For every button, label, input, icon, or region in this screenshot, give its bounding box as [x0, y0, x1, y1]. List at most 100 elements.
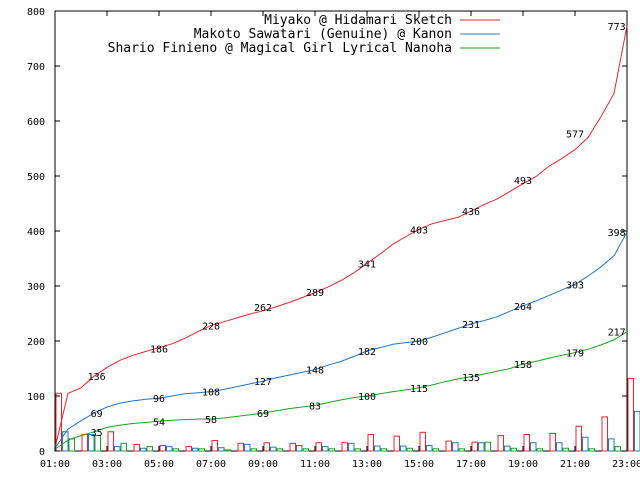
y-tick-label: 400: [27, 227, 45, 238]
hourly-bar: [224, 449, 231, 452]
hourly-bar: [68, 438, 75, 452]
hourly-bar: [146, 446, 153, 452]
data-label: 398: [608, 228, 626, 239]
x-tick-label: 11:00: [300, 459, 330, 470]
data-label: 217: [608, 328, 626, 339]
y-axis: 0 100 200 300 400 500 600 700 800: [27, 7, 627, 458]
hourly-bar: [530, 442, 537, 452]
series-line: [54, 231, 628, 449]
x-tick-label: 01:00: [40, 459, 70, 470]
hourly-bar: [315, 442, 322, 452]
hourly-bar: [270, 446, 277, 452]
hourly-bar: [406, 447, 413, 452]
hourly-bar: [107, 431, 114, 452]
data-label: 182: [358, 347, 376, 358]
data-label: 436: [462, 207, 480, 218]
series-line: [54, 331, 628, 450]
hourly-bar: [185, 446, 192, 452]
x-tick-label: 09:00: [248, 459, 278, 470]
hourly-bar: [458, 448, 465, 452]
hourly-bar: [296, 445, 303, 452]
data-label: 108: [202, 388, 220, 399]
x-tick-label: 05:00: [144, 459, 174, 470]
hourly-bar: [88, 434, 95, 452]
x-tick-label: 13:00: [352, 459, 382, 470]
hourly-bar: [114, 446, 121, 452]
hourly-bar: [497, 435, 504, 452]
data-label: 179: [566, 349, 584, 360]
hourly-bar: [354, 448, 361, 452]
hourly-bar: [192, 447, 199, 452]
data-label: 773: [608, 22, 626, 33]
hourly-bar: [504, 445, 511, 452]
data-label: 158: [514, 360, 532, 371]
legend-label: Miyako @ Hidamari Sketch: [264, 13, 452, 28]
hourly-bars-layer: [55, 377, 640, 452]
series-lines-layer: [54, 25, 628, 450]
hourly-bar: [276, 448, 283, 452]
y-tick-label: 700: [27, 62, 45, 73]
hourly-bar: [627, 377, 634, 452]
data-label: 83: [309, 401, 321, 412]
hourly-bar: [575, 425, 582, 452]
hourly-bar: [211, 440, 218, 452]
hourly-bar: [445, 440, 452, 452]
data-label: 493: [514, 176, 532, 187]
data-label: 35: [91, 428, 103, 439]
hourly-bar: [302, 448, 309, 452]
data-label: 303: [566, 280, 584, 291]
data-label: 136: [88, 372, 106, 383]
hourly-bar: [380, 448, 387, 452]
legend-label: Shario Finieno @ Magical Girl Lyrical Na…: [108, 41, 452, 56]
data-label: 200: [410, 337, 428, 348]
hourly-bar: [374, 445, 381, 452]
data-label: 69: [257, 409, 269, 420]
hourly-bar: [341, 442, 348, 452]
hourly-bar: [133, 443, 140, 452]
y-tick-label: 600: [27, 117, 45, 128]
data-label: 96: [153, 394, 165, 405]
x-tick-label: 21:00: [560, 459, 590, 470]
hourly-bar: [608, 438, 615, 452]
data-label: 262: [254, 303, 272, 314]
data-label: 54: [153, 417, 165, 428]
plot-area: [54, 10, 628, 452]
hourly-bar: [348, 442, 355, 452]
data-labels-layer: 136 186 228 262 289 341 403 436 493 577 773 69 96 108…: [88, 22, 626, 439]
hourly-bar: [549, 432, 556, 452]
hourly-bar: [588, 448, 595, 452]
data-label: 228: [202, 322, 220, 333]
hourly-bar: [198, 448, 205, 452]
data-label: 148: [306, 366, 324, 377]
hourly-bar: [601, 416, 608, 452]
hourly-bar: [484, 441, 491, 452]
hourly-bar: [523, 434, 530, 452]
series-line: [54, 25, 628, 449]
hourly-bar: [62, 431, 69, 452]
hourly-bar: [452, 442, 459, 452]
hourly-bar: [218, 447, 225, 452]
data-label: 135: [462, 373, 480, 384]
hourly-bar: [419, 431, 426, 452]
hourly-bar: [614, 446, 621, 452]
hourly-bar: [471, 441, 478, 452]
hourly-bar: [562, 447, 569, 452]
x-tick-label: 07:00: [196, 459, 226, 470]
x-tick-label: 19:00: [508, 459, 538, 470]
hourly-bar: [393, 435, 400, 452]
data-label: 58: [205, 415, 217, 426]
y-tick-label: 200: [27, 337, 45, 348]
hourly-bar: [432, 448, 439, 452]
data-label: 115: [410, 384, 428, 395]
data-label: 289: [306, 288, 324, 299]
hourly-bar: [634, 410, 640, 452]
data-label: 100: [358, 392, 376, 403]
hourly-bar: [172, 448, 179, 452]
hourly-bar: [166, 446, 173, 452]
x-axis: 01:00 03:00 05:00 07:00 09:00 11:00 13:00 15:00…: [40, 11, 640, 470]
hourly-bar: [237, 442, 244, 452]
hourly-bar: [536, 448, 543, 452]
data-label: 186: [150, 345, 168, 356]
